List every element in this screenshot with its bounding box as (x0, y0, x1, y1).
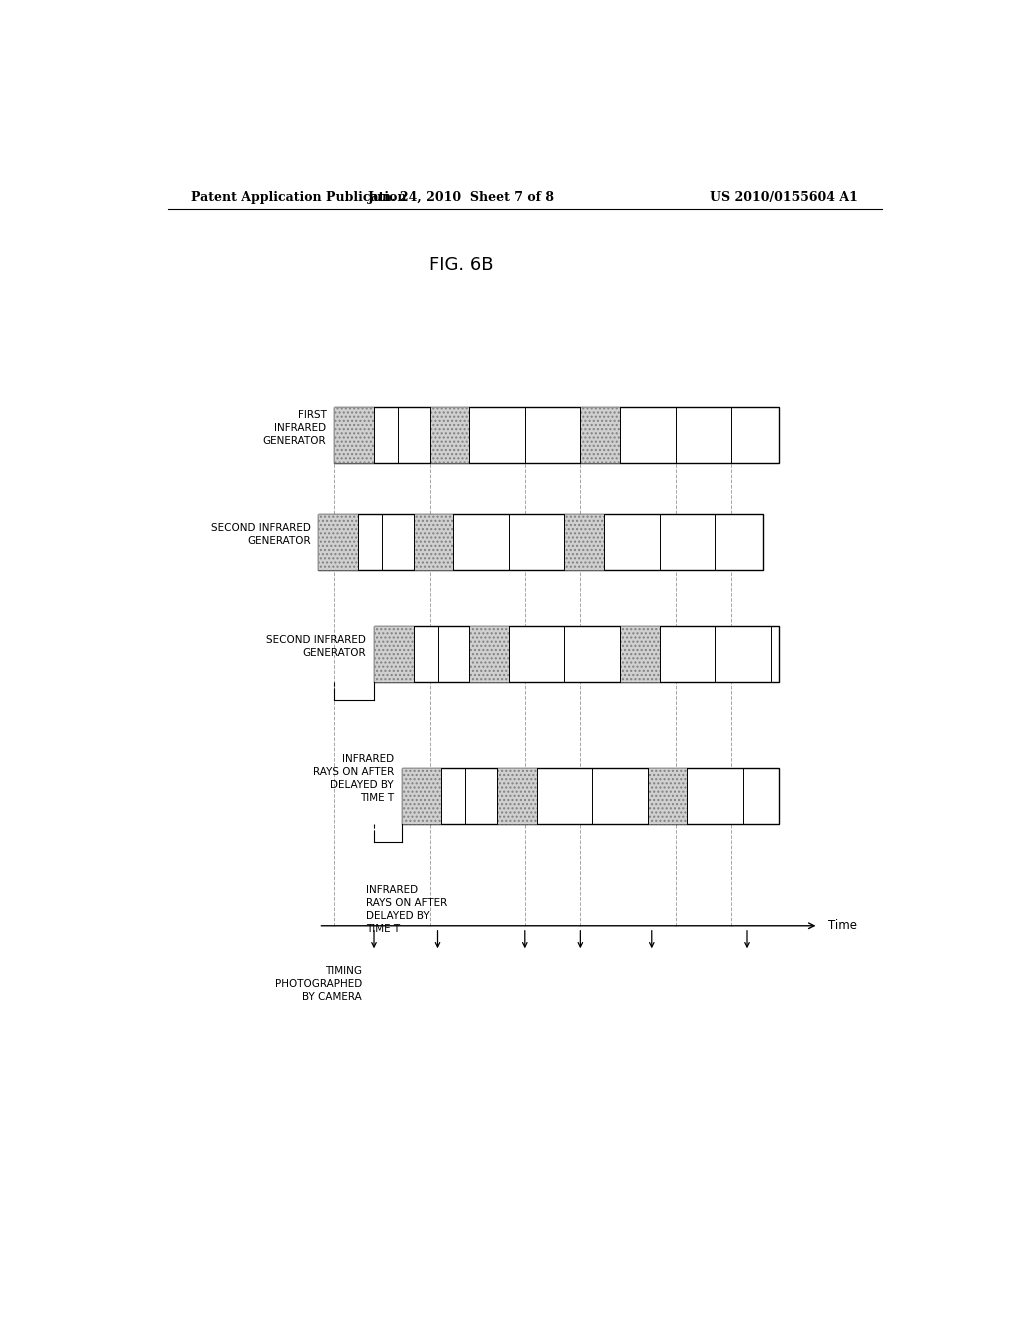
Bar (430, 408, 469, 463)
Bar (401, 768, 778, 824)
Bar (469, 626, 509, 682)
Bar (318, 515, 763, 570)
Bar (430, 408, 469, 463)
Text: SECOND INFRARED
GENERATOR: SECOND INFRARED GENERATOR (211, 523, 310, 546)
Text: INFRARED
RAYS ON AFTER
DELAYED BY
TIME T: INFRARED RAYS ON AFTER DELAYED BY TIME T (367, 886, 447, 933)
Text: Patent Application Publication: Patent Application Publication (191, 190, 407, 203)
Bar (401, 768, 441, 824)
Bar (334, 408, 778, 463)
Bar (334, 408, 374, 463)
Bar (401, 768, 441, 824)
Bar (648, 768, 687, 824)
Bar (318, 515, 358, 570)
Text: Jun. 24, 2010  Sheet 7 of 8: Jun. 24, 2010 Sheet 7 of 8 (368, 190, 555, 203)
Bar (374, 626, 414, 682)
Bar (581, 408, 621, 463)
Bar (497, 768, 537, 824)
Text: SECOND INFRARED
GENERATOR: SECOND INFRARED GENERATOR (266, 635, 367, 657)
Bar (564, 515, 604, 570)
Bar (414, 515, 454, 570)
Text: FIRST
INFRARED
GENERATOR: FIRST INFRARED GENERATOR (263, 411, 327, 446)
Bar (374, 626, 778, 682)
Bar (334, 408, 374, 463)
Bar (469, 626, 509, 682)
Bar (318, 515, 358, 570)
Text: US 2010/0155604 A1: US 2010/0155604 A1 (711, 190, 858, 203)
Bar (620, 626, 659, 682)
Bar (497, 768, 537, 824)
Bar (564, 515, 604, 570)
Bar (374, 626, 414, 682)
Bar (414, 515, 454, 570)
Text: FIG. 6B: FIG. 6B (429, 256, 494, 275)
Text: TIMING
PHOTOGRAPHED
BY CAMERA: TIMING PHOTOGRAPHED BY CAMERA (274, 966, 362, 1002)
Bar (620, 626, 659, 682)
Text: INFRARED
RAYS ON AFTER
DELAYED BY
TIME T: INFRARED RAYS ON AFTER DELAYED BY TIME T (312, 754, 394, 803)
Bar (581, 408, 621, 463)
Text: Time: Time (828, 919, 857, 932)
Bar (648, 768, 687, 824)
